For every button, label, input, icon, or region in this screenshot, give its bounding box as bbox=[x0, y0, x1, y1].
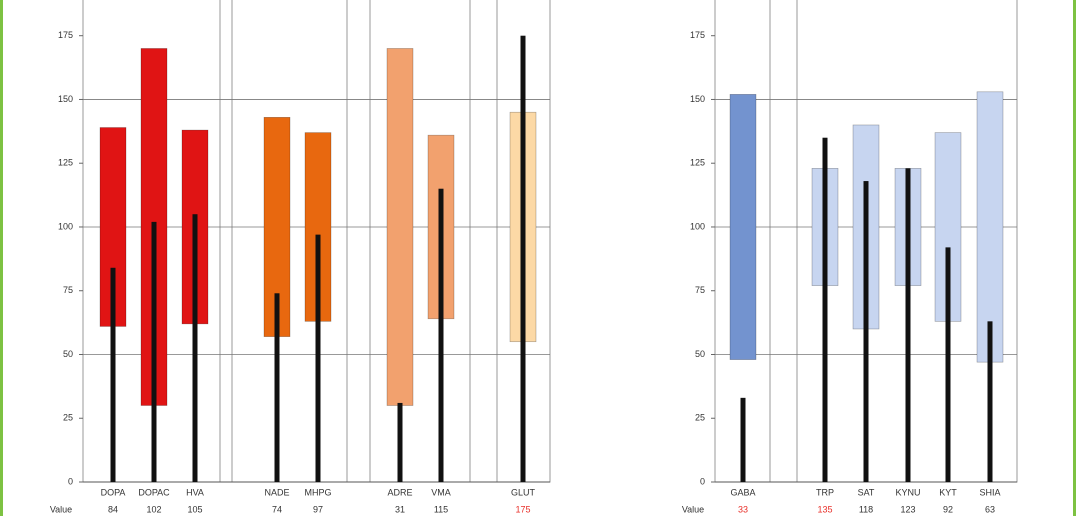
row-label: Value bbox=[682, 504, 704, 514]
value-bar bbox=[905, 168, 911, 483]
category-label: NADE bbox=[264, 487, 289, 497]
category-label: HVA bbox=[186, 487, 204, 497]
category-label: DOPA bbox=[101, 487, 126, 497]
value-label: 33 bbox=[738, 504, 748, 514]
value-label: 84 bbox=[108, 504, 118, 514]
y-tick-label: 0 bbox=[700, 476, 705, 486]
value-label: 92 bbox=[943, 504, 953, 514]
category-label: GLUT bbox=[511, 487, 536, 497]
category-label: TRP bbox=[816, 487, 834, 497]
category-label: DOPAC bbox=[138, 487, 170, 497]
value-bar bbox=[863, 181, 869, 482]
reference-range bbox=[976, 91, 1004, 363]
row-label: Value bbox=[50, 504, 72, 514]
value-label: 123 bbox=[900, 504, 915, 514]
value-bar bbox=[822, 137, 828, 482]
value-label: 74 bbox=[272, 504, 282, 514]
value-bar bbox=[397, 402, 403, 482]
y-tick-label: 50 bbox=[695, 349, 705, 359]
value-bar bbox=[945, 247, 951, 482]
y-tick-label: 125 bbox=[690, 158, 705, 168]
value-bar bbox=[438, 188, 444, 482]
category-label: KYT bbox=[939, 487, 957, 497]
y-tick-label: 150 bbox=[58, 94, 73, 104]
y-tick-label: 0 bbox=[68, 476, 73, 486]
value-label: 118 bbox=[859, 504, 873, 514]
panel bbox=[369, 0, 471, 483]
value-label: 102 bbox=[146, 504, 161, 514]
y-tick-label: 75 bbox=[63, 285, 73, 295]
value-bar bbox=[274, 293, 280, 482]
category-label: GABA bbox=[730, 487, 755, 497]
y-tick-label: 125 bbox=[58, 158, 73, 168]
category-label: ADRE bbox=[387, 487, 412, 497]
y-tick-label: 100 bbox=[690, 221, 705, 231]
y-tick-label: 175 bbox=[58, 30, 73, 40]
reference-range bbox=[729, 94, 757, 360]
y-tick-label: 25 bbox=[695, 413, 705, 423]
value-label: 135 bbox=[817, 504, 832, 514]
value-bar bbox=[740, 397, 746, 482]
y-tick-label: 75 bbox=[695, 285, 705, 295]
category-label: MHPG bbox=[305, 487, 332, 497]
category-label: KYNU bbox=[895, 487, 920, 497]
category-label: VMA bbox=[431, 487, 451, 497]
value-label: 105 bbox=[187, 504, 202, 514]
value-bar bbox=[192, 214, 198, 482]
value-bar bbox=[315, 234, 321, 482]
category-label: SHIA bbox=[979, 487, 1000, 497]
reference-range bbox=[386, 48, 414, 406]
value-label: 31 bbox=[395, 504, 405, 514]
category-label: SAT bbox=[858, 487, 875, 497]
value-label: 115 bbox=[434, 504, 448, 514]
y-tick-label: 50 bbox=[63, 349, 73, 359]
value-bar bbox=[110, 267, 116, 482]
y-tick-label: 175 bbox=[690, 30, 705, 40]
value-label: 63 bbox=[985, 504, 995, 514]
value-bar bbox=[520, 35, 526, 482]
value-bar bbox=[987, 321, 993, 482]
y-tick-label: 25 bbox=[63, 413, 73, 423]
value-label: 97 bbox=[313, 504, 323, 514]
value-bar bbox=[151, 221, 157, 482]
y-tick-label: 100 bbox=[58, 221, 73, 231]
y-tick-label: 150 bbox=[690, 94, 705, 104]
value-label: 175 bbox=[515, 504, 530, 514]
